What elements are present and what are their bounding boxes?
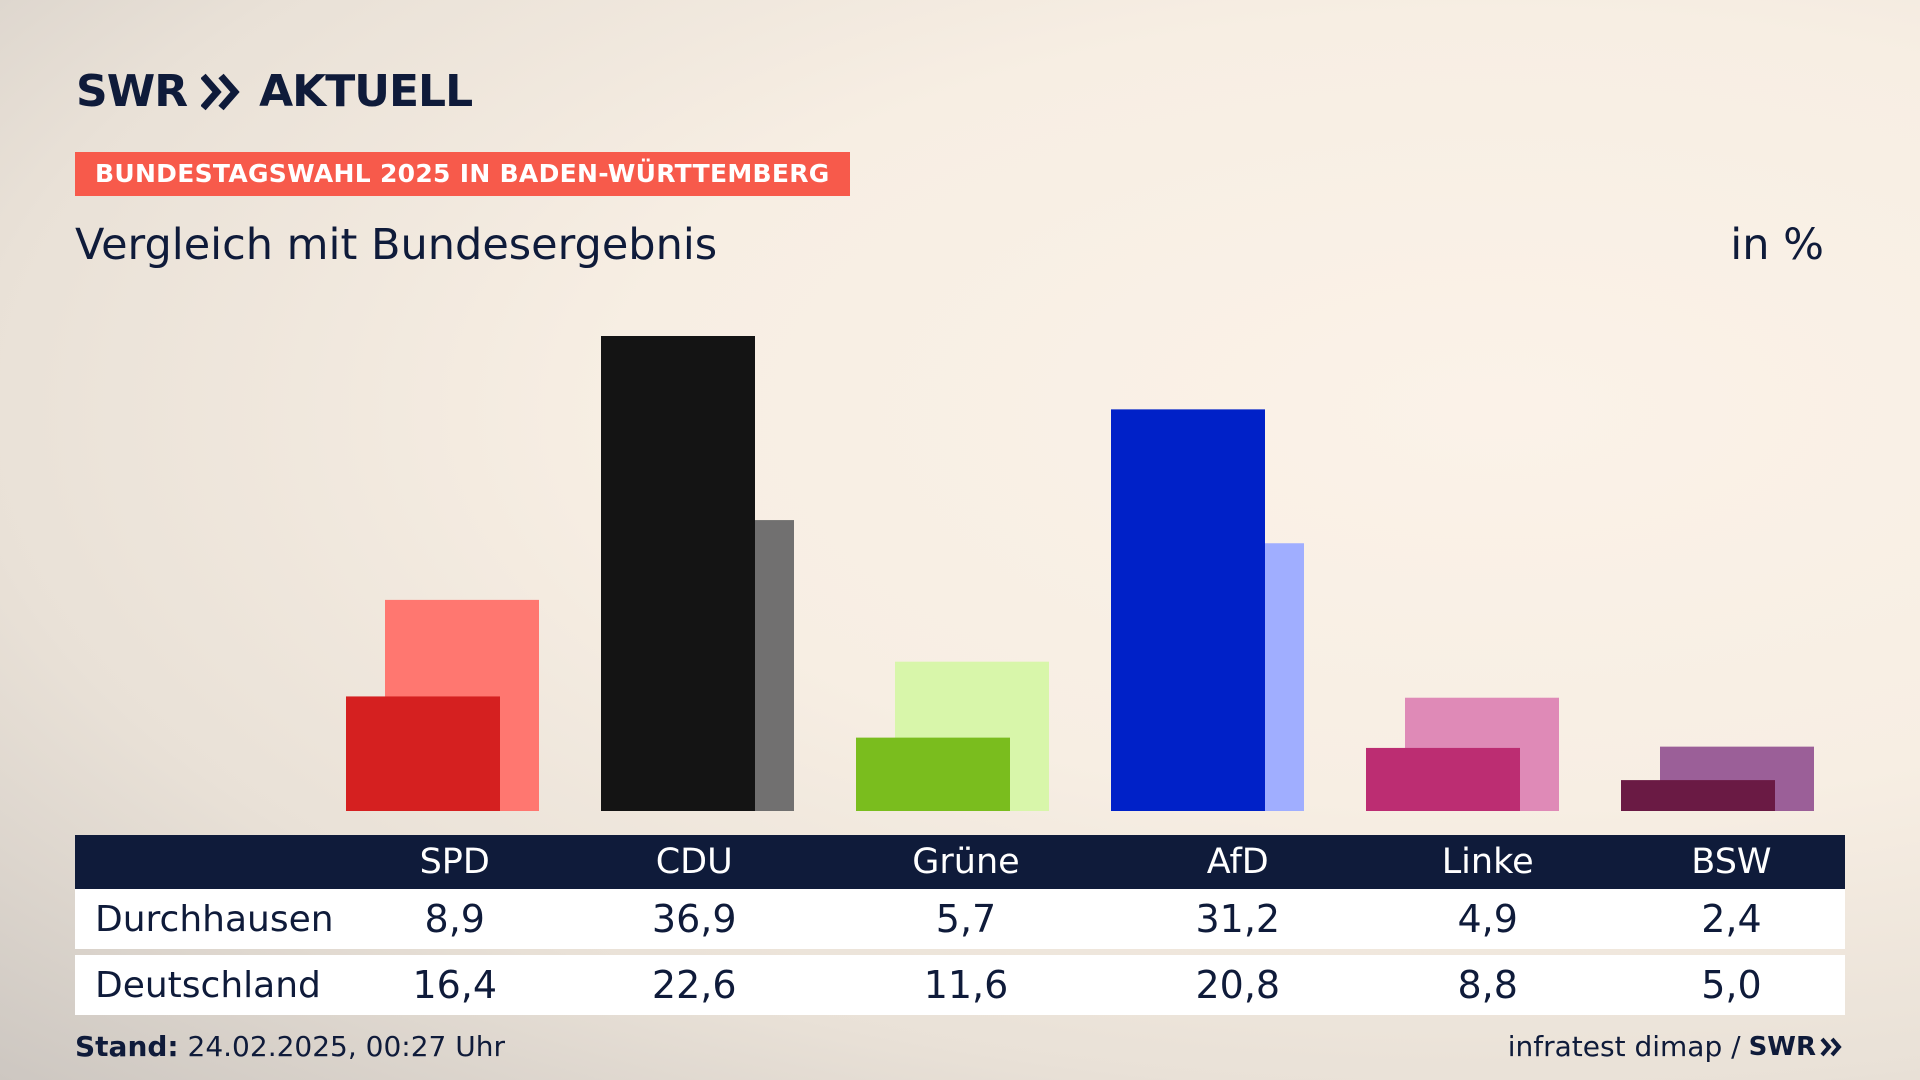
row-label: Deutschland (75, 955, 335, 1015)
table-header-row: SPD CDU Grüne AfD Linke BSW (75, 835, 1845, 889)
source-credit: infratest dimap / SWR (1508, 1030, 1844, 1063)
result-value: 31,2 (1118, 889, 1358, 949)
result-value: 8,9 (335, 889, 575, 949)
double-chevron-icon (201, 73, 240, 111)
timestamp: Stand: 24.02.2025, 00:27 Uhr (75, 1030, 505, 1063)
result-value: 5,0 (1617, 955, 1845, 1015)
election-badge: BUNDESTAGSWAHL 2025 IN BADEN-WÜRTTEMBERG (75, 152, 850, 196)
result-value: 36,9 (574, 889, 814, 949)
party-header: BSW (1691, 842, 1772, 882)
table-row: Durchhausen 8,9 36,9 5,7 31,2 4,9 2,4 (75, 889, 1845, 949)
logo-text: SWR (76, 66, 188, 117)
result-value: 16,4 (335, 955, 575, 1015)
bar-bsw-durchhausen (1621, 780, 1775, 811)
result-value: 20,8 (1118, 955, 1358, 1015)
party-header: CDU (655, 842, 733, 882)
row-label: Durchhausen (75, 889, 335, 949)
result-value: 8,8 (1357, 955, 1618, 1015)
mini-logo-text: SWR (1748, 1031, 1816, 1062)
bar-spd-durchhausen (346, 696, 500, 811)
table-row: Deutschland 16,4 22,6 11,6 20,8 8,8 5,0 (75, 955, 1845, 1015)
party-header: Grüne (912, 842, 1020, 882)
bar-linke-durchhausen (1366, 747, 1520, 811)
stand-label: Stand: (75, 1030, 179, 1063)
swr-mini-logo: SWR (1749, 1032, 1844, 1062)
result-value: 4,9 (1357, 889, 1618, 949)
bar-afd-durchhausen (1111, 409, 1265, 811)
result-value: 11,6 (813, 955, 1119, 1015)
source-text: infratest dimap / (1507, 1030, 1741, 1063)
party-header: AfD (1206, 842, 1269, 882)
result-value: 5,7 (813, 889, 1119, 949)
logo-suffix: AKTUELL (259, 66, 473, 117)
bar-grüne-durchhausen (856, 737, 1010, 811)
results-table: SPD CDU Grüne AfD Linke BSW Durchhausen 8,9 36… (75, 835, 1845, 1015)
party-header: SPD (419, 842, 490, 882)
result-value: 2,4 (1617, 889, 1845, 949)
double-chevron-icon (1820, 1037, 1842, 1056)
result-value: 22,6 (574, 955, 814, 1015)
swr-aktuell-logo: SWR AKTUELL (76, 66, 473, 117)
unit-label: in % (1730, 220, 1824, 270)
chart-title: Vergleich mit Bundesergebnis (75, 220, 718, 270)
stand-value: 24.02.2025, 00:27 Uhr (187, 1030, 505, 1063)
bar-cdu-durchhausen (601, 336, 755, 811)
party-header: Linke (1441, 842, 1534, 882)
header-empty-cell (75, 835, 335, 889)
